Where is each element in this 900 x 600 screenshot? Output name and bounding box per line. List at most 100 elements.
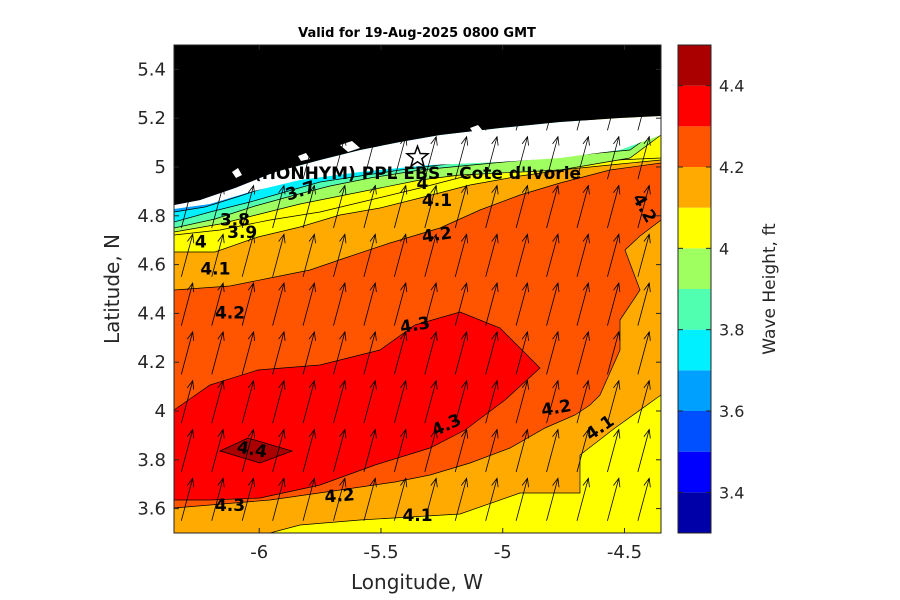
colorbar-label: Wave Height, ft <box>760 223 780 355</box>
colorbar-tick-label: 3.4 <box>719 483 744 502</box>
wave-arrow <box>546 379 560 424</box>
wave-arrow <box>485 379 499 424</box>
wave-arrow <box>485 135 499 180</box>
colorbar-swatch <box>678 451 711 493</box>
wave-arrow <box>576 282 590 326</box>
contour-label: 4.1 <box>402 506 432 526</box>
wave-arrow <box>515 184 529 229</box>
wave-arrow <box>546 282 560 326</box>
wave-arrow <box>576 477 590 521</box>
y-tick-label: 5 <box>155 157 166 178</box>
wave-arrow <box>272 282 286 326</box>
wave-arrow <box>363 379 377 424</box>
wave-arrow <box>241 135 256 180</box>
colorbar-swatch <box>678 492 711 533</box>
wave-arrow <box>211 477 225 521</box>
colorbar: 3.4 3.6 3.8 4 4.2 4.4 <box>677 44 744 534</box>
star-icon <box>404 144 431 168</box>
wave-arrow <box>637 428 651 473</box>
wave-arrow <box>424 477 438 521</box>
contour-label: 4.1 <box>200 259 230 279</box>
wave-arrow <box>211 233 225 277</box>
x-tick-label: -4.5 <box>607 542 642 563</box>
wave-arrow <box>637 477 651 521</box>
chart-title: Valid for 19-Aug-2025 0800 GMT <box>298 26 536 41</box>
colorbar-swatch <box>678 411 711 452</box>
wave-arrow <box>211 184 225 229</box>
wave-arrow <box>180 477 195 521</box>
colorbar-swatch <box>678 85 711 127</box>
y-tick-label: 5.2 <box>137 108 166 129</box>
wave-arrow <box>454 86 469 131</box>
wave-direction-arrows <box>180 45 651 521</box>
y-tick-label: 3.8 <box>137 450 166 471</box>
wave-arrow <box>454 233 469 277</box>
y-tick-label: 4.4 <box>137 303 166 324</box>
wave-arrow <box>454 135 469 180</box>
wave-arrow <box>272 233 286 277</box>
wave-arrow <box>515 135 529 180</box>
wave-arrow <box>424 282 438 326</box>
wave-arrow <box>180 184 195 229</box>
colorbar-tick-label: 4 <box>719 239 729 258</box>
y-axis-label: Latitude, N <box>100 234 124 344</box>
wave-arrow <box>637 379 651 424</box>
wave-arrow <box>180 379 195 424</box>
wave-arrow <box>485 330 499 375</box>
wave-arrow <box>546 233 560 277</box>
wave-arrow <box>607 86 621 131</box>
contour-label: 4 <box>195 233 207 253</box>
colorbar-tick-label: 4.2 <box>719 158 744 177</box>
wave-arrow <box>333 86 347 131</box>
wave-arrow <box>333 184 347 229</box>
y-tick-label: 5.4 <box>137 59 166 80</box>
wave-arrow <box>363 184 377 229</box>
wave-arrow <box>576 184 590 229</box>
plot-area: 3.73.83.944.144.14.24.24.2 4.34.44.34.24.… <box>174 45 661 533</box>
colorbar-swatch <box>678 126 711 167</box>
wave-arrow <box>546 135 560 180</box>
colorbar-tick-label: 3.6 <box>719 402 744 421</box>
wave-arrow <box>546 184 560 229</box>
wave-arrow <box>363 428 377 473</box>
wave-arrow <box>272 428 286 473</box>
contour-label: 4.3 <box>215 496 245 516</box>
colorbar-frame <box>677 44 712 534</box>
wave-arrow <box>363 477 377 521</box>
wave-arrow <box>637 282 651 326</box>
contour-label: 3.8 <box>220 211 250 231</box>
wave-arrow <box>302 379 316 424</box>
band-4.4-4.5 <box>219 437 294 464</box>
wave-arrow <box>454 184 469 229</box>
wave-arrow <box>302 330 316 375</box>
y-axis: 3.6 3.8 4 4.2 4.4 4.6 4.8 5 5.2 5.4 <box>137 59 661 520</box>
wave-arrow <box>454 379 469 424</box>
x-axis: -6 -5.5 -5 -4.5 <box>250 45 642 563</box>
wave-arrow <box>576 379 590 424</box>
wave-arrow <box>333 428 347 473</box>
wave-arrow <box>485 428 499 473</box>
wave-arrow <box>393 184 408 229</box>
wave-arrow <box>424 330 438 375</box>
contour-label: 3.9 <box>227 223 257 243</box>
wave-arrow <box>302 282 316 326</box>
colorbar-swatch <box>678 45 711 86</box>
wave-arrow <box>333 135 347 180</box>
wave-arrow <box>515 379 529 424</box>
contour-label: 4.2 <box>421 223 454 247</box>
colorbar-swatch <box>678 370 711 411</box>
site-marker: (HONHYM) PPL EBS - Cote d'Ivorie <box>254 144 581 184</box>
wave-arrow <box>180 282 195 326</box>
y-tick-label: 4.8 <box>137 206 166 227</box>
wave-arrow <box>454 282 469 326</box>
y-tick-label: 4 <box>155 401 166 422</box>
wave-arrow <box>546 428 560 473</box>
wave-arrow <box>607 233 621 277</box>
wave-arrow <box>333 477 347 521</box>
wave-arrow <box>393 330 408 375</box>
wave-arrow <box>302 233 316 277</box>
wave-arrow <box>272 135 286 180</box>
y-tick-label: 4.6 <box>137 255 166 276</box>
wave-arrow <box>485 233 499 277</box>
